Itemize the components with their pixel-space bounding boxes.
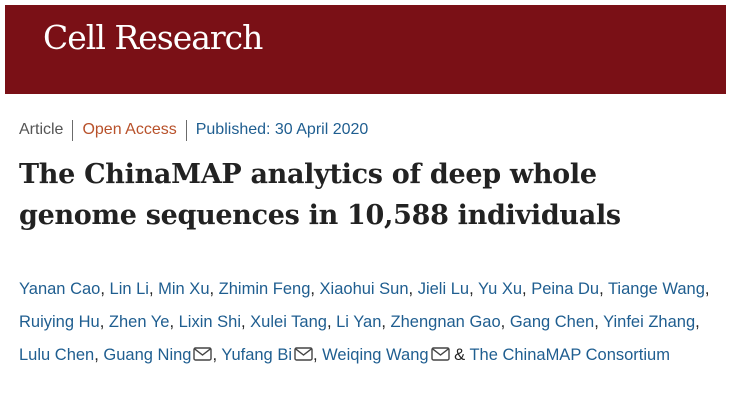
article-title-line-1: The ChinaMAP analytics of deep whole <box>19 159 597 190</box>
author-separator: , <box>169 313 179 331</box>
article-title: The ChinaMAP analytics of deep whole gen… <box>19 154 709 236</box>
author-name-link[interactable]: Ruiying Hu <box>19 313 100 331</box>
author-name-link[interactable]: Lixin Shi <box>178 313 241 331</box>
author-separator: , <box>241 313 251 331</box>
author-name-link[interactable]: Tiange Wang <box>607 280 705 298</box>
author-separator: , <box>212 346 222 364</box>
author-name-link[interactable]: Xiaohui Sun <box>319 280 409 298</box>
consortium-link[interactable]: The ChinaMAP Consortium <box>469 346 670 364</box>
author-name-link[interactable]: Zhimin Feng <box>218 280 311 298</box>
author-name-link[interactable]: Weiqing Wang <box>322 346 429 364</box>
author-name-link[interactable]: Lulu Chen <box>19 346 95 364</box>
author-name-link[interactable]: Gang Chen <box>509 313 595 331</box>
author-separator: , <box>594 313 604 331</box>
envelope-icon[interactable] <box>193 347 213 361</box>
author-separator: , <box>100 280 110 298</box>
author-list: Yanan Cao, Lin Li, Min Xu, Zhimin Feng, … <box>19 273 719 372</box>
journal-masthead: Cell Research <box>5 5 726 94</box>
journal-logo-link[interactable]: Cell Research <box>43 18 263 57</box>
published-date-link[interactable]: Published: 30 April 2020 <box>195 121 369 138</box>
author-separator: , <box>408 280 418 298</box>
author-name-link[interactable]: Jieli Lu <box>417 280 470 298</box>
author-separator: , <box>695 313 700 331</box>
author-separator: , <box>704 280 710 298</box>
author-separator: , <box>312 346 323 364</box>
article-title-line-2: genome sequences in 10,588 individuals <box>19 200 621 231</box>
envelope-icon[interactable] <box>294 347 313 361</box>
author-name-link[interactable]: Yanan Cao <box>19 280 101 298</box>
author-separator: , <box>99 313 109 331</box>
open-access-label: Open Access <box>82 121 177 138</box>
author-separator: , <box>522 280 532 298</box>
article-type-label: Article <box>19 121 64 138</box>
author-name-link[interactable]: Li Yan <box>336 313 382 331</box>
meta-divider <box>185 119 187 141</box>
author-name-link[interactable]: Lin Li <box>109 280 149 298</box>
author-name-link[interactable]: Min Xu <box>158 280 210 298</box>
article-meta-row: Article Open Access Published: 30 April … <box>19 119 368 141</box>
author-separator: , <box>209 280 219 298</box>
author-separator: , <box>469 280 478 298</box>
meta-divider <box>72 119 74 141</box>
author-separator: , <box>310 280 320 298</box>
author-conjunction: & <box>449 346 470 364</box>
author-name-link[interactable]: Xulei Tang <box>250 313 327 331</box>
envelope-icon[interactable] <box>430 347 450 361</box>
author-separator: , <box>500 313 510 331</box>
author-separator: , <box>94 346 104 364</box>
author-name-link[interactable]: Yu Xu <box>477 280 523 298</box>
author-name-link[interactable]: Zhen Ye <box>108 313 170 331</box>
author-separator: , <box>599 280 608 298</box>
author-separator: , <box>326 313 337 331</box>
author-separator: , <box>148 280 159 298</box>
author-name-link[interactable]: Guang Ning <box>103 346 192 364</box>
author-separator: , <box>381 313 391 331</box>
author-name-link[interactable]: Zhengnan Gao <box>390 313 501 331</box>
author-name-link[interactable]: Yufang Bi <box>221 346 292 364</box>
author-name-link[interactable]: Peina Du <box>531 280 600 298</box>
author-name-link[interactable]: Yinfei Zhang <box>603 313 696 331</box>
